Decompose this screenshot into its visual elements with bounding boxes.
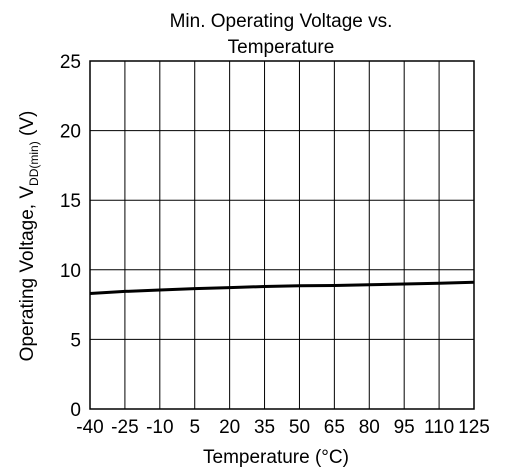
chart-title-line-1: Min. Operating Voltage vs. [170,11,393,32]
y-axis-label-unit: (V) [17,111,38,142]
x-tick-labels: -40 -25 -10 5 20 35 50 65 80 95 110 125 [76,417,490,438]
y-axis-label: Operating Voltage, VDD(min) (V) [17,111,41,362]
y-tick-labels: 0 5 10 15 20 25 [60,52,81,421]
x-tick-label: -10 [146,417,173,438]
y-tick-label: 25 [60,52,81,73]
y-axis-label-main: Operating Voltage, V [17,186,38,362]
y-tick-label: 0 [70,400,81,421]
y-axis-label-subscript: DD(min) [27,141,41,186]
grid [89,60,475,410]
x-tick-label: 50 [289,417,310,438]
y-tick-label: 20 [60,122,81,143]
x-tick-label: -40 [76,417,103,438]
series-line [89,280,475,295]
x-tick-label: 110 [424,417,454,438]
y-tick-label: 10 [60,261,81,282]
series-layer [89,280,475,295]
y-tick-label: 5 [70,330,81,351]
x-tick-label: -25 [111,417,138,438]
x-tick-label: 5 [189,417,200,438]
x-tick-label: 125 [458,417,490,438]
plot-frame [89,60,475,410]
x-tick-label: 95 [394,417,415,438]
chart-title-line-2: Temperature [228,37,335,58]
x-tick-label: 80 [359,417,380,438]
chart-title: Min. Operating Voltage vs. Temperature [170,11,393,58]
x-axis-label: Temperature (°C) [203,447,349,468]
y-tick-label: 15 [60,191,81,212]
x-tick-label: 35 [254,417,275,438]
x-tick-label: 65 [324,417,345,438]
x-tick-label: 20 [219,417,240,438]
